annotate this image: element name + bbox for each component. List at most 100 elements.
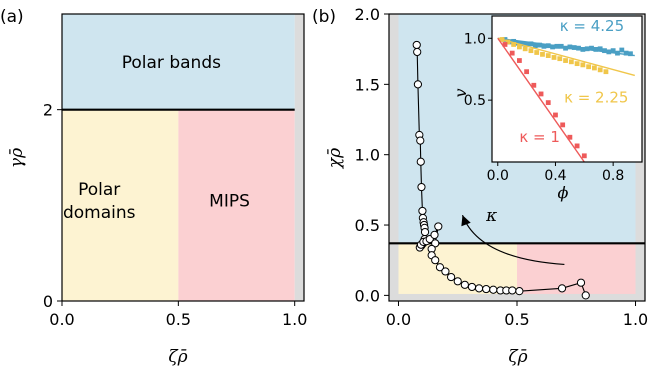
region-label: domains xyxy=(63,203,136,223)
inset-data-point xyxy=(602,48,607,54)
inset-data-point xyxy=(557,56,563,62)
inset-x-tick-label: 0.0 xyxy=(487,168,509,184)
data-point xyxy=(435,263,445,272)
inset-data-point xyxy=(574,61,580,67)
inset-data-point xyxy=(563,45,568,51)
data-point xyxy=(417,182,426,192)
inset-data-point xyxy=(563,58,568,63)
inset-data-point xyxy=(545,53,551,58)
inset-fit-line xyxy=(497,37,635,77)
inset-data-point xyxy=(580,47,586,52)
y-tick-label: 2.0 xyxy=(355,5,380,24)
data-point xyxy=(576,278,586,287)
region-label: MIPS xyxy=(209,192,250,212)
x-tick-label: 0.0 xyxy=(49,310,74,329)
inset-data-point xyxy=(606,49,612,55)
panel-a-xlabel: ζρ̄ xyxy=(168,347,187,367)
panel-a-ylabel: γρ̄ xyxy=(7,148,27,168)
region-mips xyxy=(178,109,295,302)
inset-data-point xyxy=(584,46,590,52)
y-tick-label: 1.5 xyxy=(355,75,380,94)
inset-data-point xyxy=(541,43,547,49)
inset-data-point xyxy=(519,41,525,47)
inset-data-point xyxy=(538,91,544,97)
inset-data-point xyxy=(581,153,587,159)
data-point xyxy=(430,230,439,239)
inset-data-point xyxy=(597,46,603,52)
inset-data-point xyxy=(511,38,517,44)
inset-data-point xyxy=(592,65,597,71)
inset-data-point xyxy=(550,44,555,50)
kappa-arrow-head xyxy=(461,215,471,227)
inset-data-point xyxy=(589,45,594,51)
inset-data-point xyxy=(505,39,511,45)
inset-y-tick-label: 1.0 xyxy=(464,31,486,47)
data-point xyxy=(581,291,590,300)
inset-data-point xyxy=(509,50,515,56)
panel-b-xlabel: ζρ̄ xyxy=(508,347,527,367)
x-tick-label: 0.0 xyxy=(386,310,411,329)
inset-data-point xyxy=(502,42,508,47)
inset-data-point xyxy=(531,82,537,88)
x-tick-label: 1.0 xyxy=(282,310,307,329)
data-point xyxy=(416,157,425,166)
inset-data-point xyxy=(610,48,616,54)
inset-data-point xyxy=(553,112,558,118)
region-lower-left xyxy=(398,243,517,294)
inset-series-label: κ = 2.25 xyxy=(564,89,628,107)
inset-data-point xyxy=(528,41,534,47)
inset-data-point xyxy=(540,51,545,57)
inset-xlabel: ϕ xyxy=(558,183,569,202)
inset-series-label: κ = 1 xyxy=(519,128,560,146)
data-point xyxy=(413,80,423,89)
data-point xyxy=(420,227,430,237)
inset-data-point xyxy=(567,44,573,50)
data-point xyxy=(557,284,567,293)
inset-data-point xyxy=(619,47,625,53)
inset-data-point xyxy=(517,44,522,50)
data-point xyxy=(467,282,477,292)
data-point xyxy=(460,280,469,289)
inset-data-point xyxy=(623,50,629,56)
kappa-arrow-label: κ xyxy=(485,206,497,226)
inset-data-point xyxy=(558,43,564,49)
y-tick-label: 2 xyxy=(43,101,53,120)
inset-data-point xyxy=(524,69,530,75)
data-point xyxy=(474,284,484,293)
panel-b-ylabel: χρ̄ xyxy=(325,148,345,169)
kappa-arrow-shaft xyxy=(461,214,565,266)
inset-plot: κ = 4.25 κ = 2.25 κ = 1 0.0 0.4 0.8 0.5 1.0 ϕ v xyxy=(451,15,643,202)
y-tick-label: 0.5 xyxy=(355,216,380,235)
inset-data-point xyxy=(593,47,599,52)
inset-data-point xyxy=(576,45,581,51)
inset-series-label: κ = 4.25 xyxy=(560,17,624,35)
y-tick-label: 0.0 xyxy=(355,286,380,305)
data-point xyxy=(416,136,425,145)
inset-data-point xyxy=(571,45,577,50)
data-point xyxy=(453,277,462,286)
inset-data-point xyxy=(574,143,580,149)
y-tick-label: 0 xyxy=(43,292,53,311)
data-point xyxy=(447,272,456,282)
grey-strip xyxy=(294,14,304,301)
data-point xyxy=(418,206,427,216)
inset-data-point xyxy=(522,46,528,52)
data-point xyxy=(482,284,491,294)
inset-data-point xyxy=(560,122,566,128)
panel-a: Polar bands Polar domains MIPS 0.0 0.5 1.0 0 2 xyxy=(43,13,307,329)
region-lower-right xyxy=(517,243,636,294)
inset-data-point xyxy=(517,58,522,63)
panel-a-label: (a) xyxy=(0,7,24,27)
region-label: Polar bands xyxy=(122,53,221,73)
y-tick-label: 1.0 xyxy=(355,146,380,165)
data-point xyxy=(508,286,517,295)
data-point xyxy=(412,40,421,50)
inset-ylabel: v xyxy=(451,88,470,97)
inset-frame xyxy=(491,15,643,163)
inset-data-point xyxy=(534,50,540,55)
region-polar-bands xyxy=(62,14,295,110)
inset-data-point xyxy=(537,42,542,48)
inset-x-tick-label: 0.4 xyxy=(544,168,566,184)
data-point xyxy=(489,285,498,294)
